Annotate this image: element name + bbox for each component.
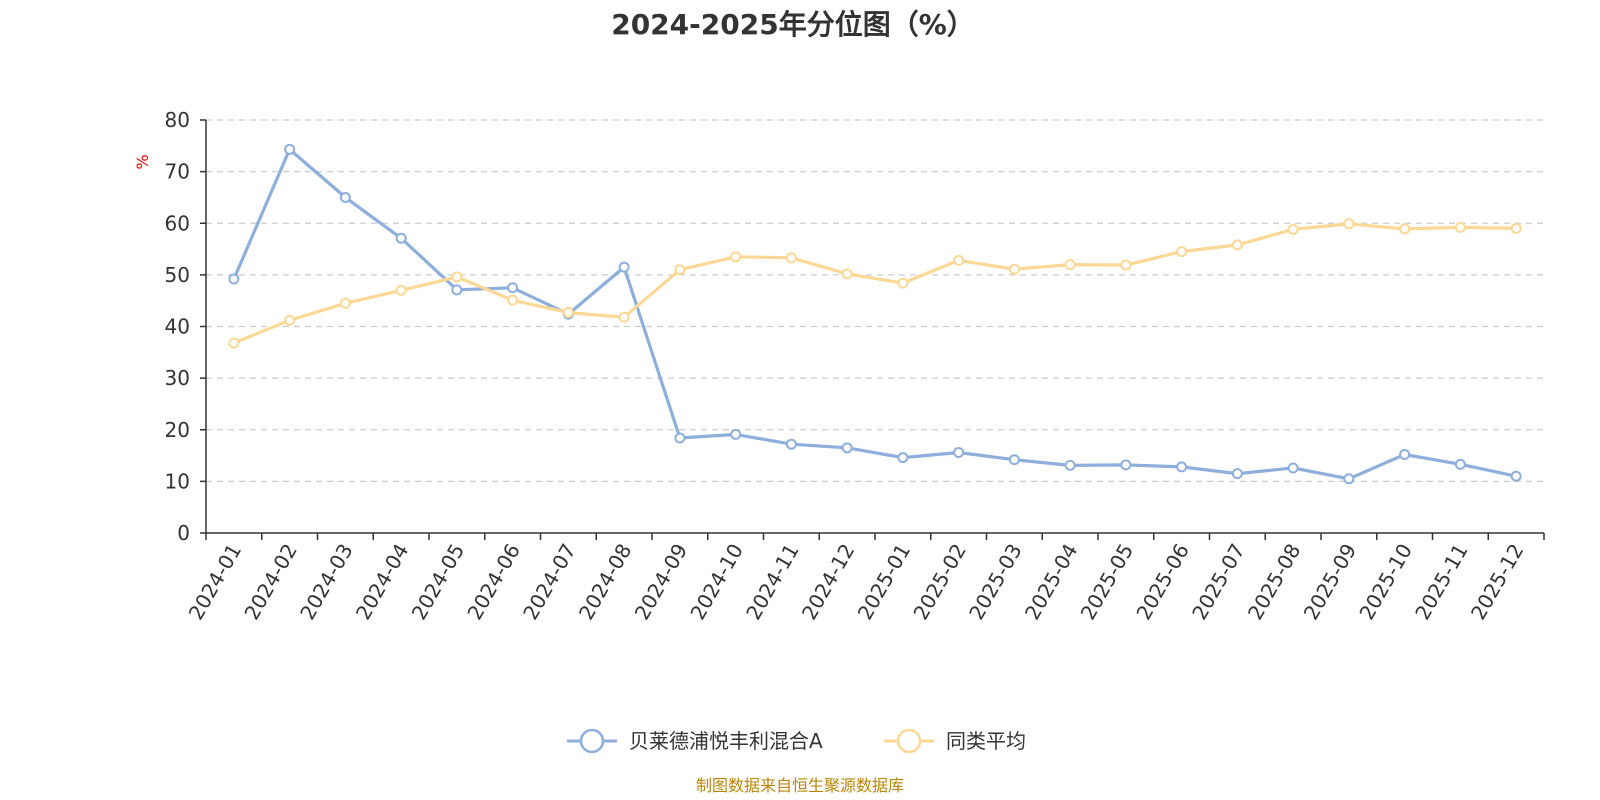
series-1-point bbox=[228, 337, 240, 349]
series-1-point bbox=[1008, 263, 1020, 275]
x-tick-label: 2024-01 bbox=[184, 540, 247, 624]
series-1-point bbox=[1454, 221, 1466, 233]
series-0-point bbox=[1454, 458, 1466, 470]
x-tick-label: 2025-07 bbox=[1187, 540, 1250, 624]
chart-title: 2024-2025年分位图（%） bbox=[611, 8, 975, 41]
x-tick-label: 2025-02 bbox=[908, 540, 971, 624]
series-1-point bbox=[1176, 246, 1188, 258]
series-0-point bbox=[339, 191, 351, 203]
x-tick-label: 2024-02 bbox=[239, 540, 302, 624]
legend-item-1[interactable]: 同类平均 bbox=[884, 728, 1026, 754]
series-0-point bbox=[897, 452, 909, 464]
series-1-point bbox=[1064, 259, 1076, 271]
legend-marker bbox=[579, 728, 605, 754]
series-0-point bbox=[228, 273, 240, 285]
series-0-point bbox=[1399, 449, 1411, 461]
series-0-point bbox=[507, 282, 519, 294]
series-lines bbox=[228, 143, 1522, 485]
series-1-point bbox=[1399, 223, 1411, 235]
series-0-point bbox=[451, 284, 463, 296]
x-tick-label: 2025-09 bbox=[1299, 540, 1362, 624]
series-0-point bbox=[395, 232, 407, 244]
x-tick-label: 2024-10 bbox=[685, 540, 748, 624]
series-0-point bbox=[1120, 459, 1132, 471]
series-0-point bbox=[1343, 473, 1355, 485]
x-tick-label: 2025-08 bbox=[1243, 540, 1306, 624]
series-0-point bbox=[618, 261, 630, 273]
series-1-point bbox=[1231, 239, 1243, 251]
series-0-point bbox=[1064, 459, 1076, 471]
series-1-point bbox=[953, 254, 965, 266]
series-1-point bbox=[897, 277, 909, 289]
series-line-0 bbox=[232, 147, 1518, 481]
legend-item-0[interactable]: 贝莱德浦悦丰利混合A bbox=[567, 728, 823, 754]
series-1-point bbox=[674, 264, 686, 276]
series-1-point bbox=[451, 271, 463, 283]
x-tick-label: 2025-01 bbox=[853, 540, 916, 624]
x-tick-label: 2025-11 bbox=[1410, 540, 1473, 624]
y-tick-label: 30 bbox=[165, 366, 190, 390]
series-1-point bbox=[841, 268, 853, 280]
legend-label: 贝莱德浦悦丰利混合A bbox=[629, 729, 823, 753]
x-tick-label: 2024-09 bbox=[630, 540, 693, 624]
y-tick-label: 0 bbox=[177, 521, 190, 545]
series-1-point bbox=[395, 284, 407, 296]
x-tick-label: 2024-05 bbox=[407, 540, 470, 624]
y-tick-label: 60 bbox=[165, 211, 190, 235]
source-note: 制图数据来自恒生聚源数据库 bbox=[696, 776, 904, 795]
series-1-point bbox=[1120, 259, 1132, 271]
series-0-point bbox=[785, 438, 797, 450]
y-tick-label: 10 bbox=[165, 469, 190, 493]
y-tick-label: 50 bbox=[165, 263, 190, 287]
legend[interactable]: 贝莱德浦悦丰利混合A 同类平均 bbox=[567, 728, 1026, 754]
y-tick-label: 70 bbox=[165, 160, 190, 184]
series-1-point bbox=[284, 314, 296, 326]
y-axis-label: % bbox=[133, 154, 152, 169]
series-1-point bbox=[1287, 223, 1299, 235]
series-1-point bbox=[562, 307, 574, 319]
series-line-1 bbox=[232, 222, 1518, 345]
series-1-point bbox=[339, 297, 351, 309]
grid-lines bbox=[206, 119, 1544, 482]
series-0-point bbox=[1008, 454, 1020, 466]
x-tick-label: 2025-05 bbox=[1076, 540, 1139, 624]
series-1-point bbox=[1343, 218, 1355, 230]
x-tick-label: 2024-07 bbox=[518, 540, 581, 624]
x-tick-label: 2025-03 bbox=[964, 540, 1027, 624]
series-0-point bbox=[953, 446, 965, 458]
series-0-point bbox=[1287, 462, 1299, 474]
series-1-point bbox=[507, 294, 519, 306]
x-tick-label: 2025-12 bbox=[1466, 540, 1529, 624]
y-tick-label: 80 bbox=[165, 108, 190, 132]
series-0-point bbox=[1510, 470, 1522, 482]
x-tick-label: 2024-04 bbox=[351, 540, 414, 624]
legend-label: 同类平均 bbox=[946, 729, 1026, 753]
x-tick-label: 2024-12 bbox=[797, 540, 860, 624]
x-tick-label: 2024-06 bbox=[462, 540, 525, 624]
x-tick-label: 2025-06 bbox=[1131, 540, 1194, 624]
series-1-point bbox=[730, 251, 742, 263]
series-0-point bbox=[1176, 461, 1188, 473]
x-tick-label: 2024-03 bbox=[295, 540, 358, 624]
series-1-point bbox=[1510, 222, 1522, 234]
series-0-point bbox=[730, 428, 742, 440]
x-tick-label: 2024-11 bbox=[741, 540, 804, 624]
series-0-point bbox=[841, 442, 853, 454]
axes: 010203040506070802024-012024-022024-0320… bbox=[165, 108, 1545, 624]
y-tick-label: 20 bbox=[165, 418, 190, 442]
legend-marker bbox=[896, 728, 922, 754]
y-tick-label: 40 bbox=[165, 315, 190, 339]
x-tick-label: 2024-08 bbox=[574, 540, 637, 624]
x-tick-label: 2025-10 bbox=[1354, 540, 1417, 624]
series-0-point bbox=[284, 143, 296, 155]
series-1-point bbox=[785, 252, 797, 264]
series-0-point bbox=[674, 432, 686, 444]
series-0-point bbox=[1231, 468, 1243, 480]
x-tick-label: 2025-04 bbox=[1020, 540, 1083, 624]
series-1-point bbox=[618, 311, 630, 323]
